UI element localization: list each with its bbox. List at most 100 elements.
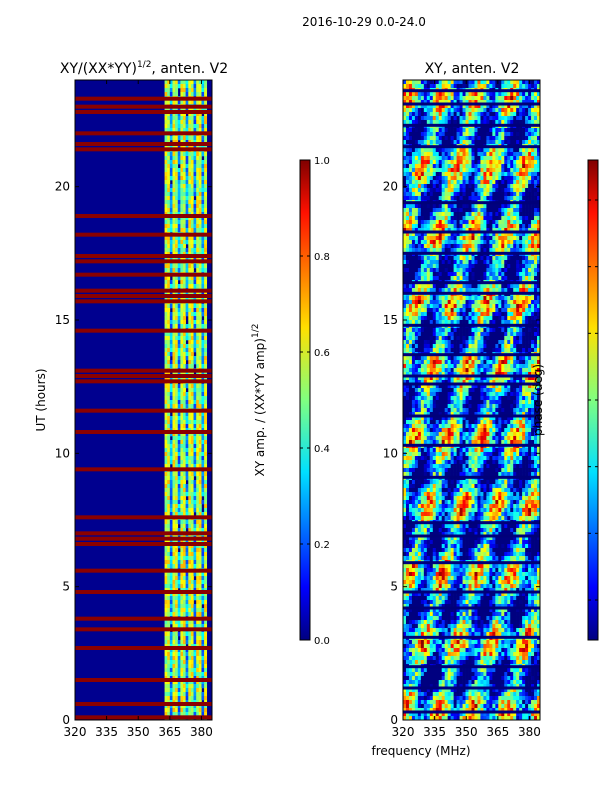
phase-cell xyxy=(450,228,454,233)
amplitude-cell xyxy=(190,332,194,337)
amplitude-cell xyxy=(175,552,179,557)
amplitude-cell xyxy=(164,240,168,245)
phase-cell xyxy=(486,184,490,189)
phase-cell xyxy=(483,136,487,141)
phase-cell xyxy=(456,264,460,269)
phase-cell xyxy=(516,140,520,145)
phase-cell xyxy=(414,208,419,213)
phase-cell xyxy=(417,100,422,105)
amplitude-cell xyxy=(190,580,194,585)
phase-cell xyxy=(534,116,538,121)
amplitude-cell xyxy=(193,312,197,317)
phase-cell xyxy=(435,80,440,85)
amplitude-cell xyxy=(164,320,168,325)
amplitude-cell xyxy=(190,80,194,85)
phase-cell xyxy=(498,156,502,161)
amplitude-cell xyxy=(190,360,194,365)
amplitude-cell xyxy=(198,228,202,233)
amplitude-cell xyxy=(172,424,176,429)
phase-cell xyxy=(450,196,454,201)
phase-cell xyxy=(516,172,520,177)
phase-cell xyxy=(441,196,445,201)
phase-cell xyxy=(516,240,520,245)
amplitude-cell xyxy=(204,456,208,461)
amplitude-cell xyxy=(175,680,179,685)
phase-cell xyxy=(459,268,463,273)
phase-cell xyxy=(477,120,481,125)
phase-cell xyxy=(459,272,463,277)
amplitude-cell xyxy=(188,80,192,85)
phase-cell xyxy=(537,248,541,253)
phase-cell xyxy=(429,184,434,189)
phase-cell xyxy=(513,272,517,277)
amplitude-cell xyxy=(193,92,197,97)
phase-cell xyxy=(474,148,478,153)
phase-cell xyxy=(513,244,517,249)
phase-cell xyxy=(438,80,443,85)
amplitude-cell xyxy=(183,168,186,173)
amplitude-cell xyxy=(188,688,192,693)
phase-cell xyxy=(453,212,457,217)
amplitude-cell xyxy=(201,320,205,325)
amplitude-cell xyxy=(183,156,186,161)
phase-cell xyxy=(504,184,508,189)
phase-cell xyxy=(471,100,475,105)
phase-cell xyxy=(423,228,428,233)
phase-cell xyxy=(462,80,466,85)
phase-cell xyxy=(513,188,517,193)
phase-cell xyxy=(525,184,529,189)
phase-cell xyxy=(534,112,538,117)
phase-cell xyxy=(477,168,481,173)
phase-cell xyxy=(513,248,517,253)
amplitude-cell xyxy=(193,548,197,553)
amplitude-cell xyxy=(188,316,192,321)
phase-cell xyxy=(447,208,451,213)
phase-cell xyxy=(444,180,448,185)
phase-cell xyxy=(471,92,475,97)
amplitude-cell xyxy=(193,420,197,425)
phase-cell xyxy=(537,244,541,249)
amplitude-cell xyxy=(164,100,168,105)
amplitude-cell xyxy=(188,648,192,653)
amplitude-cell xyxy=(177,156,181,161)
phase-cell xyxy=(516,148,520,153)
amplitude-cell xyxy=(172,504,176,509)
phase-cell xyxy=(444,228,448,233)
amplitude-cell xyxy=(188,416,192,421)
phase-cell xyxy=(423,216,428,221)
amplitude-cell xyxy=(180,696,184,701)
phase-cell xyxy=(403,116,407,121)
phase-cell xyxy=(501,212,505,217)
amplitude-cell xyxy=(177,160,181,165)
phase-cell xyxy=(474,192,478,197)
amplitude-cell xyxy=(198,156,202,161)
phase-cell xyxy=(420,192,425,197)
amplitude-cell xyxy=(196,396,200,401)
amplitude-cell xyxy=(204,684,208,689)
amplitude-cell xyxy=(164,496,168,501)
amplitude-cell xyxy=(177,708,181,713)
amplitude-cell xyxy=(190,336,194,341)
amplitude-cell xyxy=(198,264,202,269)
amplitude-cell xyxy=(169,664,173,669)
amplitude-cell xyxy=(175,524,179,529)
amplitude-cell xyxy=(196,208,200,213)
amplitude-cell xyxy=(183,460,186,465)
amplitude-cell xyxy=(180,204,184,209)
amplitude-cell xyxy=(204,312,208,317)
amplitude-cell xyxy=(180,424,184,429)
amplitude-cell xyxy=(183,264,186,269)
phase-cell xyxy=(456,120,460,125)
phase-cell xyxy=(474,244,478,249)
amplitude-cell xyxy=(183,420,186,425)
amplitude-cell xyxy=(201,280,205,285)
phase-cell xyxy=(480,216,484,221)
amplitude-cell xyxy=(169,152,173,157)
phase-cell xyxy=(522,168,526,173)
amplitude-cell xyxy=(167,156,171,161)
amplitude-cell xyxy=(188,608,192,613)
amplitude-cell xyxy=(180,420,184,425)
phase-cell xyxy=(510,92,514,97)
phase-cell xyxy=(474,152,478,157)
phase-cell xyxy=(483,132,487,137)
